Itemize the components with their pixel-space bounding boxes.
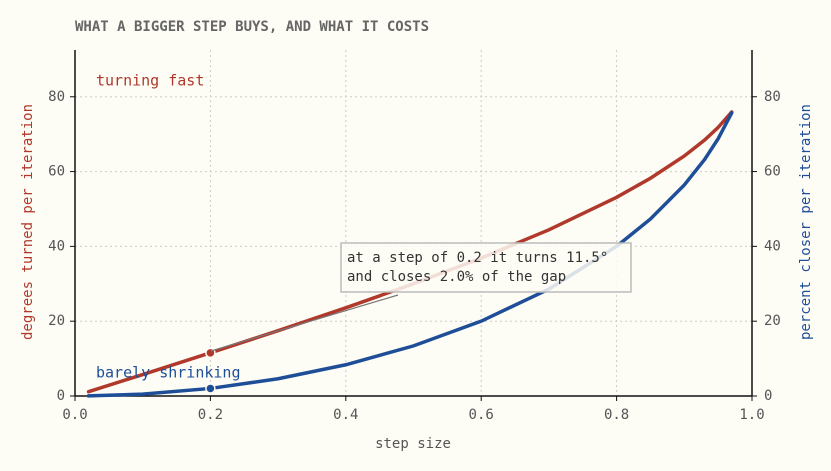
series-line	[86, 111, 734, 398]
y2-tick-label: 60	[764, 164, 781, 180]
x-tick-label: 0.4	[333, 407, 358, 423]
annotation-text: at a step of 0.2 it turns 11.5°	[347, 250, 608, 266]
x-axis-label: step size	[375, 436, 451, 452]
annotation-pointer	[210, 294, 399, 352]
y2-axis-label: percent closer per iteration	[798, 104, 814, 340]
y-tick-label: 80	[48, 89, 65, 105]
annotation-box	[340, 242, 632, 293]
y-tick-label: 60	[48, 164, 65, 180]
y-tick-label: 20	[48, 313, 65, 329]
annotation-text: and closes 2.0% of the gap	[347, 269, 566, 285]
legend-label: barely shrinking	[96, 364, 241, 382]
x-tick-label: 1.0	[739, 407, 764, 423]
y-tick-label: 40	[48, 238, 65, 254]
legend-label: turning fast	[96, 72, 204, 90]
y-axis-label: degrees turned per iteration	[20, 104, 36, 340]
y2-tick-label: 40	[764, 238, 781, 254]
highlight-point	[205, 383, 216, 394]
y2-tick-label: 20	[764, 313, 781, 329]
y2-tick-label: 80	[764, 89, 781, 105]
x-tick-label: 0.6	[469, 407, 494, 423]
y-tick-label: 0	[57, 388, 65, 404]
chart-title: WHAT A BIGGER STEP BUYS, AND WHAT IT COS…	[75, 19, 429, 35]
y2-tick-label: 0	[764, 388, 772, 404]
x-tick-label: 0.0	[62, 407, 87, 423]
x-tick-label: 0.8	[604, 407, 629, 423]
x-tick-label: 0.2	[198, 407, 223, 423]
